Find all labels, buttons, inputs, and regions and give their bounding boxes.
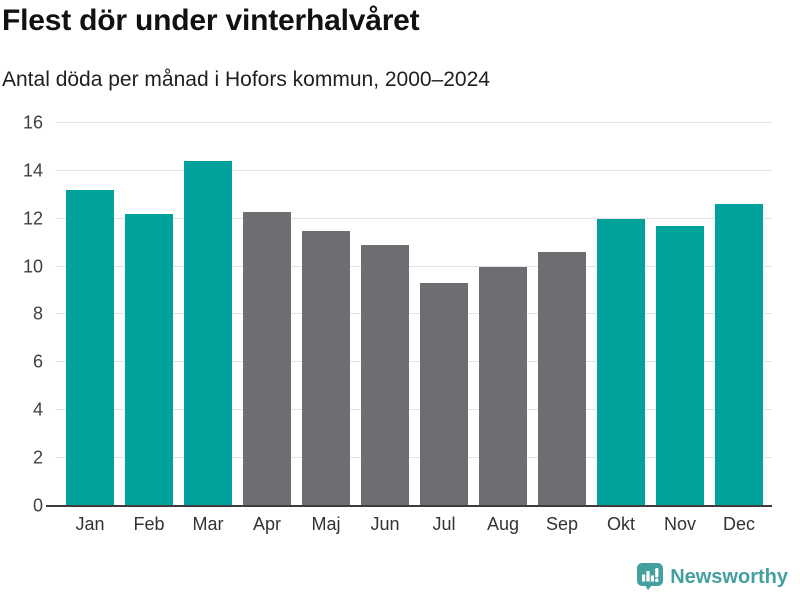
x-tick-label-sep: Sep — [545, 514, 579, 534]
newsworthy-logo-icon — [637, 563, 664, 590]
y-tick-label-0: 0 — [32, 495, 43, 516]
brand-name: Newsworthy — [670, 565, 788, 588]
x-tick-label-feb: Feb — [133, 514, 165, 534]
y-axis-labels: 0 2 4 6 8 10 12 14 16 — [5, 113, 43, 516]
gridline-14 — [55, 170, 772, 171]
x-tick-label-mar: Mar — [192, 514, 224, 534]
x-tick-label-maj: Maj — [311, 514, 341, 534]
x-tick-label-nov: Nov — [663, 514, 696, 534]
y-tick-label-8: 8 — [32, 303, 43, 324]
bar-mar — [184, 161, 232, 506]
x-tick-label-okt: Okt — [606, 514, 635, 534]
y-tick-label-2: 2 — [32, 447, 43, 468]
plot-area — [55, 122, 772, 506]
y-tick-label-14: 14 — [22, 160, 43, 181]
x-tick-label-aug: Aug — [486, 514, 520, 534]
x-axis-line — [46, 505, 772, 507]
bar-sep — [538, 252, 586, 506]
gridline-10 — [55, 266, 772, 267]
x-tick-label-jan: Jan — [75, 514, 105, 534]
x-tick-label-jun: Jun — [370, 514, 400, 534]
bar-feb — [125, 214, 173, 506]
bar-jul — [420, 283, 468, 506]
gridline-16 — [55, 122, 772, 123]
x-axis-labels: Jan Feb Mar Apr Maj Jun Jul Aug Sep Okt Nov Dec — [55, 514, 772, 535]
y-tick-label-4: 4 — [32, 399, 43, 420]
y-tick-label-16: 16 — [22, 112, 43, 133]
bar-aug — [479, 267, 527, 506]
y-tick-label-6: 6 — [32, 351, 43, 372]
x-tick-label-dec: Dec — [722, 514, 755, 534]
bar-jun — [361, 245, 409, 506]
gridline-4 — [55, 409, 772, 410]
bar-maj — [302, 231, 350, 506]
gridline-8 — [55, 313, 772, 314]
bar-series — [55, 123, 772, 506]
bar-jan — [66, 190, 114, 506]
bar-apr — [243, 212, 291, 506]
brand-footer: Newsworthy — [637, 562, 788, 592]
bar-nov — [656, 226, 704, 506]
bar-okt — [597, 219, 645, 506]
x-tick-label-jul: Jul — [432, 514, 456, 534]
y-tick-label-12: 12 — [22, 208, 43, 229]
x-tick-label-apr: Apr — [252, 514, 281, 534]
y-tick-label-10: 10 — [22, 256, 43, 277]
chart-title: Flest dör under vinterhalvåret — [2, 4, 420, 37]
gridline-6 — [55, 361, 772, 362]
gridline-2 — [55, 457, 772, 458]
chart-subtitle: Antal döda per månad i Hofors kommun, 20… — [2, 68, 490, 91]
bar-dec — [715, 204, 763, 506]
gridline-12 — [55, 218, 772, 219]
